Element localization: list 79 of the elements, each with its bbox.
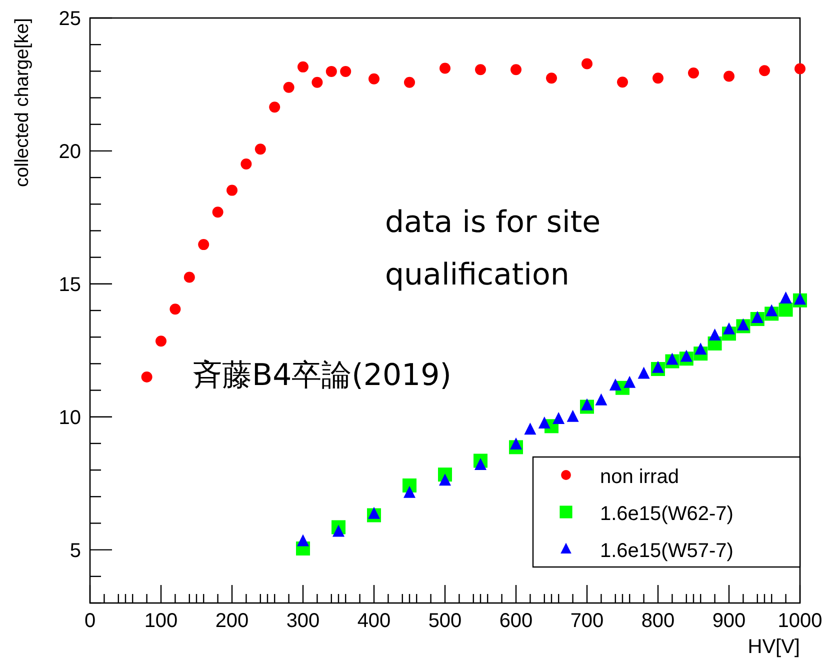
point [737,318,750,330]
point [624,376,636,388]
point [582,58,592,70]
point [368,73,380,84]
y-axis-title: collected charge[ke] [12,18,33,187]
y-tick-label: 10 [58,406,81,429]
point [475,64,486,76]
point [566,410,579,422]
legend-label: 1.6e15(W57-7) [600,540,734,562]
point [198,239,210,250]
point [778,302,793,317]
point [254,144,266,155]
point [751,310,764,323]
point [638,366,650,379]
y-tick-label: 5 [70,540,81,562]
point [404,486,416,498]
point [609,378,622,390]
point [212,206,224,218]
x-tick-label: 100 [144,610,178,632]
point [510,438,522,450]
x-tick-label: 400 [357,610,391,632]
point [524,422,536,435]
point [312,76,323,88]
x-tick-label: 800 [641,610,675,632]
point [297,534,309,546]
point [759,65,770,76]
point [326,66,337,77]
point [794,292,806,305]
point [552,412,565,424]
x-axis-title: HV[V] [748,636,800,658]
x-tick-label: 600 [499,610,533,632]
y-tick-label: 25 [58,8,81,30]
point [298,61,308,72]
point [368,506,380,519]
point [269,102,280,113]
point [581,398,593,410]
x-tick-label: 200 [215,610,249,632]
point [724,70,734,82]
x-tick-label: 900 [712,610,746,632]
x-tick-label: 300 [286,610,320,632]
point [510,64,522,76]
point [439,474,451,486]
y-tick-label: 20 [58,140,81,163]
point [440,62,450,74]
point [226,184,238,196]
point [538,416,550,429]
annotation: 斉藤B4卒論(2019) [192,358,452,393]
point [184,272,195,283]
point [156,336,166,347]
point [404,76,415,88]
point [794,63,806,74]
x-tick-label: 0 [84,610,96,632]
point [694,342,707,355]
point [170,304,181,315]
point [141,371,152,382]
point [474,458,486,470]
point [723,322,735,334]
legend-label: 1.6e15(W62-7) [600,503,734,525]
point [617,76,628,88]
point [332,524,344,537]
point [708,328,721,340]
point [766,304,778,316]
x-tick-label: 700 [570,610,604,632]
annotation: data is for site qualification [385,205,601,293]
point [240,158,252,170]
x-tick-label: 500 [428,610,462,632]
point [666,352,678,365]
point [652,360,664,373]
point [780,292,792,304]
point [688,68,699,79]
point [595,393,608,406]
point [340,66,352,77]
y-tick-label: 15 [58,274,81,296]
legend-label: non irrad [600,466,679,488]
point [546,72,557,84]
point [652,72,664,84]
x-tick-label: 1000 [778,610,822,632]
point [283,82,294,93]
point [680,350,692,362]
